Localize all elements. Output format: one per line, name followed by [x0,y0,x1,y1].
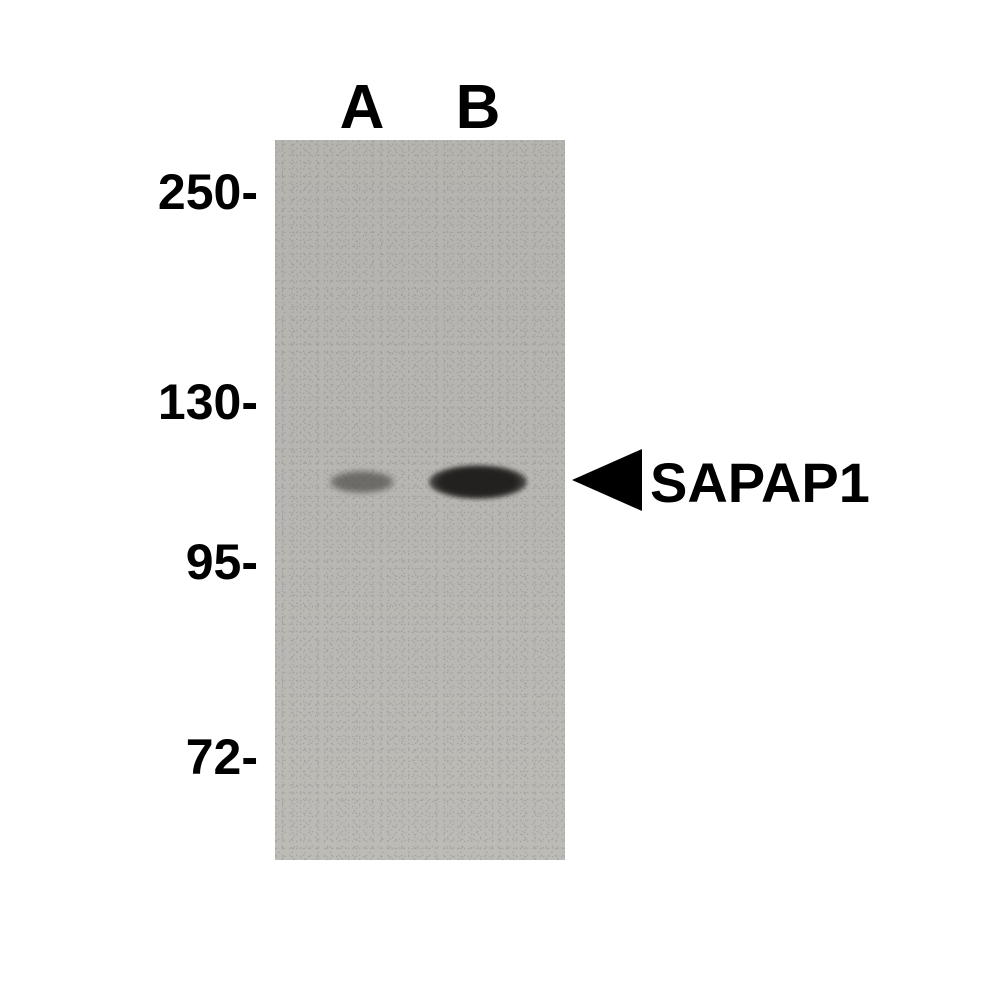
film-grain [275,140,565,860]
target-annotation [572,449,642,511]
band-B-sapap1 [429,465,528,499]
arrow-left-icon [572,449,642,511]
mw-marker-250: 250- [158,163,258,221]
western-blot-figure: A B 250- 130- 95- 72- SAPAP1 [0,0,1000,1000]
mw-marker-95: 95- [186,533,258,591]
lane-header-a: A [332,72,392,143]
lane-header-b: B [448,72,508,143]
mw-marker-130: 130- [158,373,258,431]
mw-marker-72: 72- [186,728,258,786]
target-label: SAPAP1 [650,450,870,515]
blot-strip [275,140,565,860]
band-A-sapap1 [330,471,394,493]
